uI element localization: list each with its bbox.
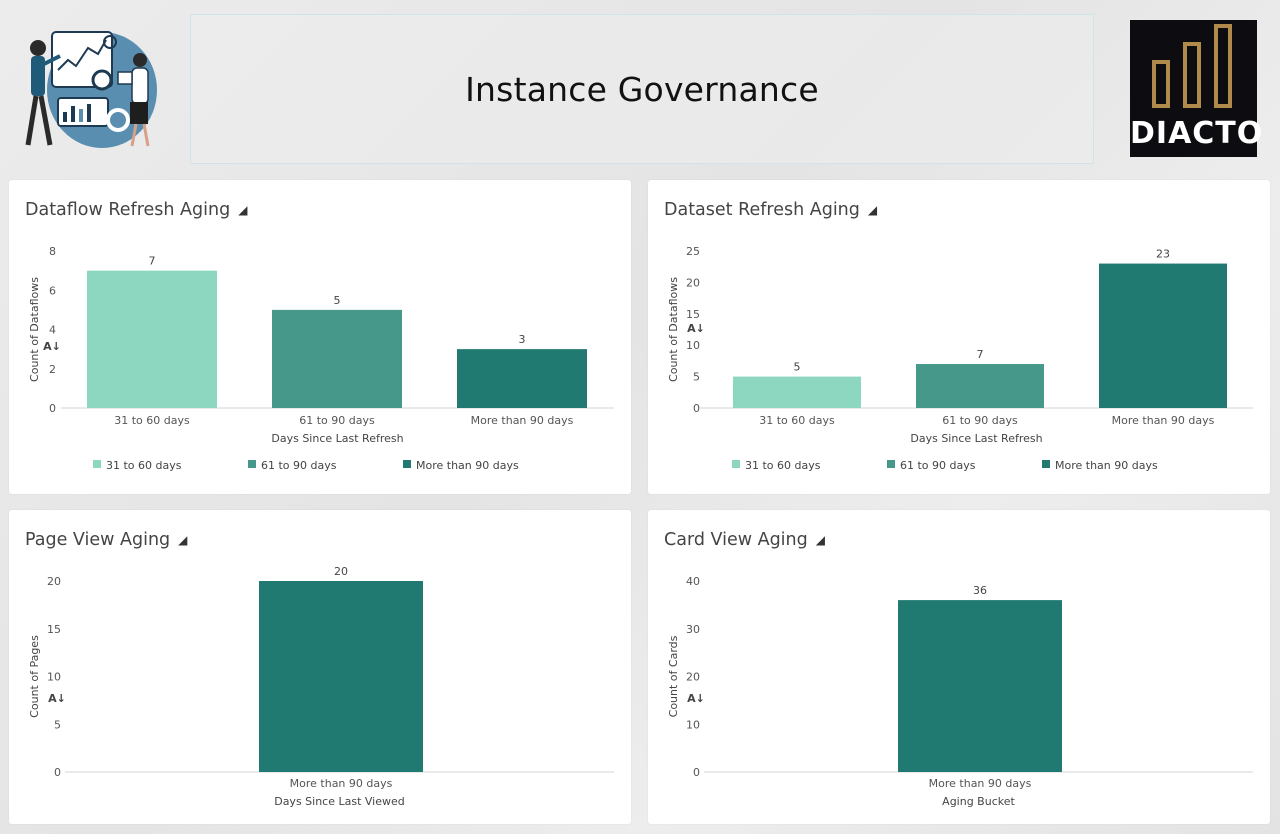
y-tick-label: 30 [686,623,700,636]
legend-swatch [732,460,740,468]
x-tick-label: More than 90 days [290,777,393,790]
y-tick-label: 20 [686,671,700,684]
x-tick-label: 31 to 60 days [114,414,190,427]
dataflow-refresh-aging-card: Dataflow Refresh Aging ◢ 0 2 4 6 8 Count of D… [9,180,631,494]
x-tick-label: 61 to 90 days [942,414,1018,427]
triangle-dropdown-icon[interactable]: ◢ [238,203,248,217]
data-label: 5 [334,294,341,307]
card-title[interactable]: Dataflow Refresh Aging ◢ [25,200,247,220]
y-tick-label: 0 [693,766,700,779]
legend-item-label: 31 to 60 days [745,459,821,472]
legend-item-label: 61 to 90 days [261,459,337,472]
legend-item-label: More than 90 days [416,459,519,472]
bar [916,364,1044,408]
page-title: Instance Governance [465,69,819,109]
legend-item-label: 61 to 90 days [900,459,976,472]
legend-swatch [248,460,256,468]
data-label: 3 [519,333,526,346]
card-title[interactable]: Page View Aging ◢ [25,530,187,550]
page-view-aging-card: Page View Aging ◢ 0 5 10 15 20 Count of Pages… [9,510,631,824]
logo-text: DIACTO [1130,116,1264,151]
y-tick-label: 6 [49,284,56,297]
y-tick-label: 15 [47,623,61,636]
y-axis-label: Count of Dataflows [667,277,680,382]
x-tick-label: More than 90 days [929,777,1032,790]
dataset-chart: 0 5 10 15 20 25 Count of Dataflows A↓ 5 31 to 60 … [667,245,1253,472]
y-tick-label: 40 [686,575,700,588]
x-axis-label: Aging Bucket [942,795,1015,808]
data-label: 7 [977,348,984,361]
x-tick-label: 31 to 60 days [759,414,835,427]
y-tick-label: 25 [686,245,700,258]
y-axis-label: Count of Cards [667,635,680,717]
bar [898,600,1062,772]
y-tick-label: 5 [693,371,700,384]
y-tick-label: 10 [686,339,700,352]
legend-swatch [887,460,895,468]
legend-item-label: More than 90 days [1055,459,1158,472]
bar [457,349,587,408]
diacto-logo: DIACTO [1130,20,1264,157]
y-tick-label: 0 [693,402,700,415]
card-title-label: Card View Aging [664,530,808,550]
legend-swatch [403,460,411,468]
cardview-chart: 0 10 20 30 40 Count of Cards A↓ 36 More than 90 … [667,575,1253,808]
card-view-aging-card: Card View Aging ◢ 0 10 20 30 40 Count of Card… [648,510,1270,824]
legend-swatch [93,460,101,468]
y-tick-label: 5 [54,718,61,731]
bar [272,309,402,408]
triangle-dropdown-icon[interactable]: ◢ [867,203,878,217]
analytics-illustration-icon [25,31,157,148]
x-tick-label: 61 to 90 days [299,414,375,427]
pageview-chart: 0 5 10 15 20 Count of Pages A↓ 20 More than 90 d… [28,565,614,808]
data-label: 7 [149,255,156,268]
y-tick-label: 0 [49,402,56,415]
sort-az-icon[interactable]: A↓ [687,692,705,705]
y-axis-label: Count of Pages [28,635,41,718]
x-axis-label: Days Since Last Refresh [271,432,403,445]
sort-az-icon[interactable]: A↓ [43,340,61,353]
card-title-label: Dataset Refresh Aging [664,200,860,220]
x-tick-label: More than 90 days [1112,414,1215,427]
dataset-refresh-aging-card: Dataset Refresh Aging ◢ 0 5 10 15 20 25 Count … [648,180,1270,494]
y-tick-label: 2 [49,363,56,376]
y-axis-label: Count of Dataflows [28,277,41,382]
card-title-label: Page View Aging [25,530,171,550]
card-title[interactable]: Dataset Refresh Aging ◢ [664,200,877,220]
dataflow-chart: 0 2 4 6 8 Count of Dataflows A↓ 7 31 to 60 days 5… [28,245,614,472]
x-tick-label: More than 90 days [471,414,574,427]
bar [87,270,217,408]
sort-az-icon[interactable]: A↓ [687,322,705,335]
triangle-dropdown-icon[interactable]: ◢ [815,533,825,547]
legend-swatch [1042,460,1050,468]
y-tick-label: 8 [49,245,56,258]
sort-az-icon[interactable]: A↓ [48,692,66,705]
y-tick-label: 20 [47,575,61,588]
data-label: 20 [334,565,348,578]
y-tick-label: 4 [49,324,56,337]
x-axis-label: Days Since Last Refresh [910,432,1042,445]
logo-bars-icon [1152,24,1232,108]
y-tick-label: 0 [54,766,61,779]
data-label: 5 [794,361,801,374]
y-tick-label: 10 [686,718,700,731]
y-tick-label: 20 [686,276,700,289]
card-title[interactable]: Card View Aging ◢ [664,530,825,550]
bar [1099,263,1227,408]
y-tick-label: 15 [686,308,700,321]
data-label: 36 [973,584,987,597]
legend-item-label: 31 to 60 days [106,459,182,472]
bar [259,581,423,772]
title-banner: Instance Governance [190,14,1094,164]
data-label: 23 [1156,248,1170,261]
card-title-label: Dataflow Refresh Aging [25,200,231,220]
y-tick-label: 10 [47,671,61,684]
x-axis-label: Days Since Last Viewed [274,795,405,808]
triangle-dropdown-icon[interactable]: ◢ [178,533,188,547]
bar [733,376,861,408]
